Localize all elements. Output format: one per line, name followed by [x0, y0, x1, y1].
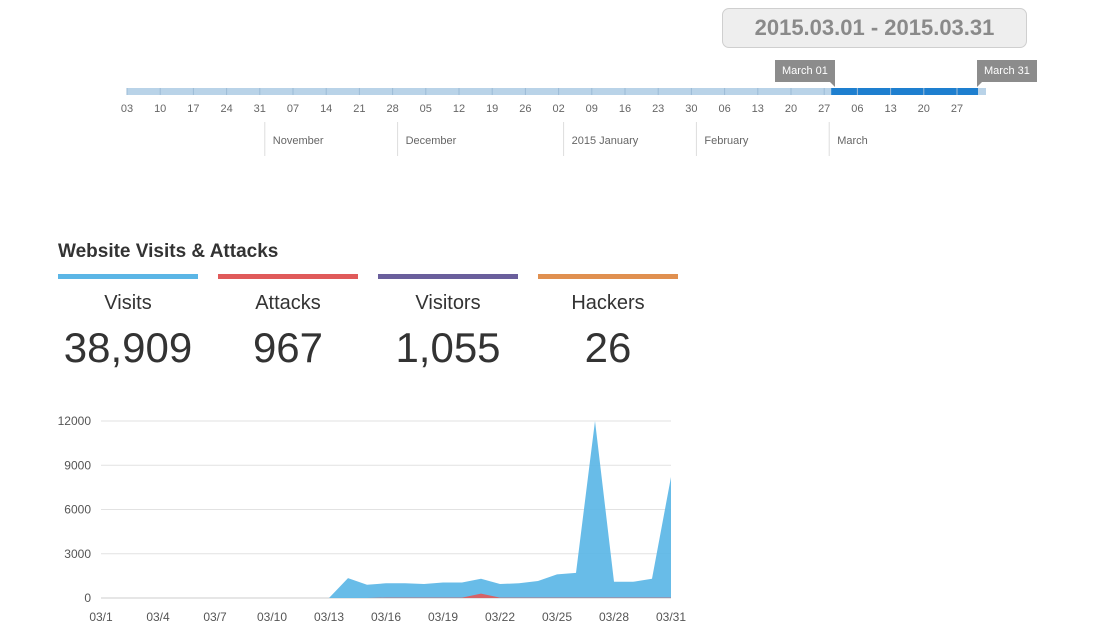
timeline-day-label: 13 — [752, 103, 764, 115]
timeline-month-label: November — [273, 135, 324, 147]
x-tick-label: 03/25 — [542, 610, 572, 624]
timeline-day-label: 06 — [718, 103, 730, 115]
timeline-day-label: 07 — [287, 103, 299, 115]
stat-label: Hackers — [571, 292, 645, 314]
range-start-flag[interactable]: March 01 — [775, 60, 835, 87]
stat-label: Visitors — [415, 292, 481, 314]
timeline-month-label: March — [837, 135, 868, 147]
y-tick-label: 0 — [84, 591, 91, 605]
timeline-month-label: February — [704, 135, 749, 147]
stat-color-bar — [538, 274, 678, 279]
x-tick-label: 03/1 — [89, 610, 113, 624]
timeline-day-label: 30 — [685, 103, 697, 115]
stat-value: 26 — [584, 324, 632, 371]
timeline-day-label: 31 — [254, 103, 266, 115]
timeline-day-label: 21 — [353, 103, 365, 115]
stat-color-bar — [218, 274, 358, 279]
timeline-day-label: 24 — [220, 103, 232, 115]
timeline-day-label: 28 — [386, 103, 398, 115]
y-tick-label: 6000 — [64, 503, 91, 517]
timeline-slider[interactable]: 03 10 17 24 31 07 14 21 28 05 12 19 26 02 09 16 23 30 06 13… — [0, 80, 1108, 160]
x-tick-label: 03/31 — [656, 610, 686, 624]
timeline-day-label: 10 — [154, 103, 166, 115]
timeline-day-label: 05 — [420, 103, 432, 115]
range-end-flag[interactable]: March 31 — [977, 60, 1037, 87]
timeline-day-label: 02 — [552, 103, 564, 115]
x-tick-label: 03/22 — [485, 610, 515, 624]
stat-label: Visits — [104, 292, 152, 314]
timeline-day-label: 12 — [453, 103, 465, 115]
timeline-month-label: December — [406, 135, 457, 147]
timeline-day-label: 17 — [187, 103, 199, 115]
y-tick-label: 3000 — [64, 547, 91, 561]
stat-label: Attacks — [255, 292, 321, 314]
timeline-day-label: 27 — [818, 103, 830, 115]
stat-value: 1,055 — [395, 324, 501, 371]
timeline-selection — [831, 88, 978, 95]
x-tick-label: 03/4 — [146, 610, 170, 624]
stat-color-bar — [378, 274, 518, 279]
timeline-track — [127, 88, 986, 95]
timeline-day-label: 09 — [586, 103, 598, 115]
chart-title: Website Visits & Attacks — [58, 241, 279, 262]
timeline-day-label: 27 — [951, 103, 963, 115]
area-chart: 0 3000 6000 9000 12000 03/1 03/4 03/7 03/10 03/13… — [58, 414, 687, 624]
timeline-day-label: 06 — [851, 103, 863, 115]
timeline-day-label: 19 — [486, 103, 498, 115]
stat-hackers: Hackers 26 — [538, 274, 678, 372]
x-tick-label: 03/28 — [599, 610, 629, 624]
timeline-day-label: 20 — [785, 103, 797, 115]
timeline-day-label: 23 — [652, 103, 664, 115]
timeline-day-label: 14 — [320, 103, 332, 115]
stat-attacks: Attacks 967 — [218, 274, 358, 372]
timeline-day-label: 03 — [121, 103, 133, 115]
timeline-month-label: 2015 January — [572, 135, 639, 147]
y-tick-label: 9000 — [64, 458, 91, 472]
timeline-day-label: 20 — [918, 103, 930, 115]
x-tick-label: 03/7 — [203, 610, 227, 624]
stat-visits: Visits 38,909 — [58, 274, 198, 372]
timeline-day-label: 26 — [519, 103, 531, 115]
stat-value: 967 — [252, 324, 324, 371]
date-range-display[interactable]: 2015.03.01 - 2015.03.31 — [722, 8, 1027, 48]
x-tick-label: 03/13 — [314, 610, 344, 624]
x-tick-label: 03/16 — [371, 610, 401, 624]
stat-color-bar — [58, 274, 198, 279]
timeline-day-label: 13 — [884, 103, 896, 115]
x-tick-label: 03/10 — [257, 610, 287, 624]
x-tick-label: 03/19 — [428, 610, 458, 624]
stat-value: 38,909 — [63, 324, 193, 371]
y-tick-label: 12000 — [58, 414, 92, 428]
stat-visitors: Visitors 1,055 — [378, 274, 518, 372]
timeline-day-label: 16 — [619, 103, 631, 115]
